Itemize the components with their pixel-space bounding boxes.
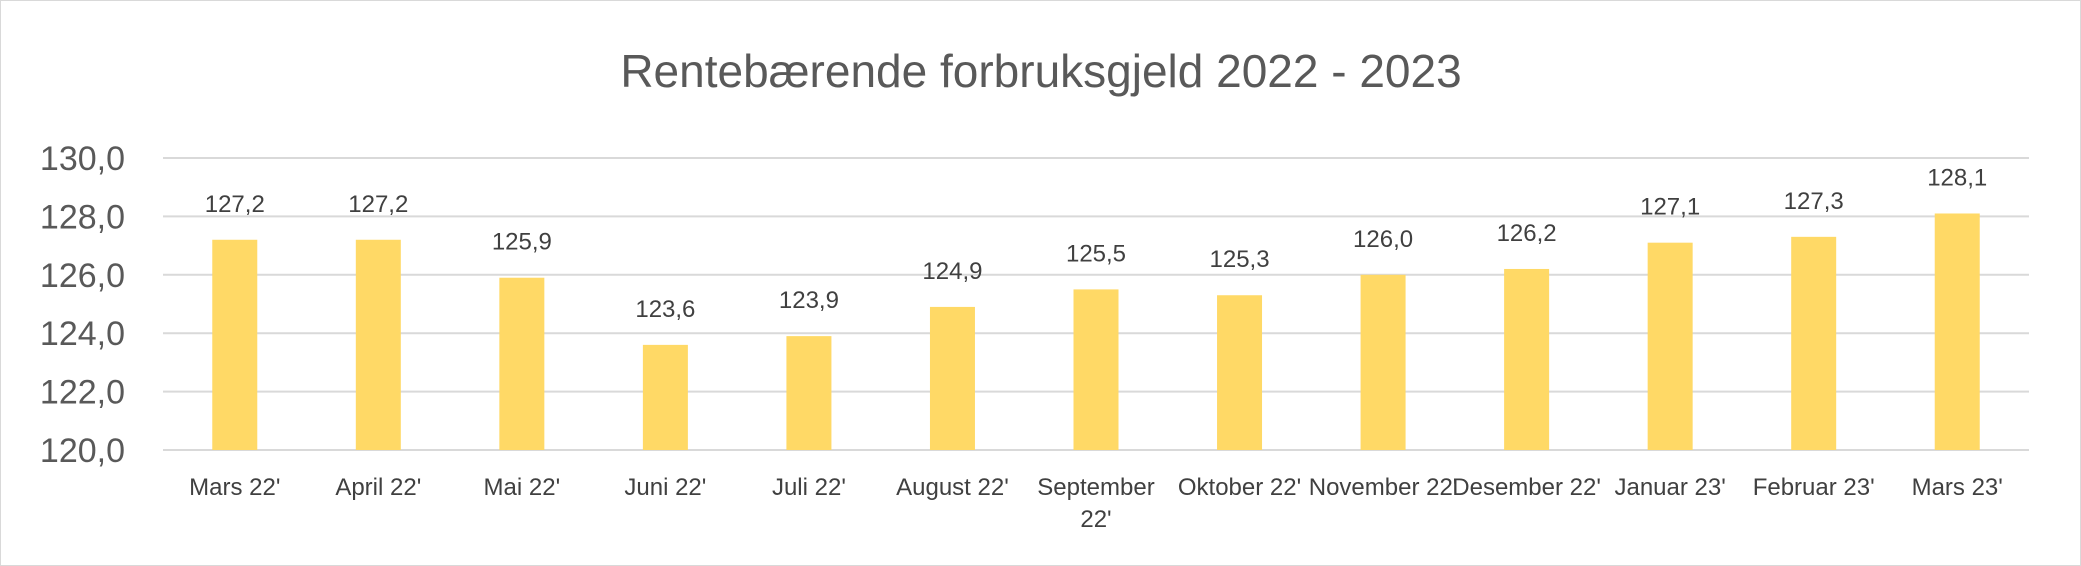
data-label: 123,9 bbox=[779, 287, 839, 314]
x-tick-label: Januar 23' bbox=[1614, 474, 1725, 501]
data-label: 125,5 bbox=[1066, 240, 1126, 267]
x-tick-label: Juli 22' bbox=[772, 474, 846, 501]
y-tick-label: 124,0 bbox=[40, 315, 125, 353]
bar bbox=[1647, 242, 1693, 450]
bar bbox=[1504, 268, 1550, 450]
data-label: 123,6 bbox=[635, 296, 695, 323]
data-label: 127,1 bbox=[1640, 194, 1700, 221]
chart-title: Rentebærende forbruksgjeld 2022 - 2023 bbox=[620, 45, 1461, 97]
data-label: 124,9 bbox=[922, 258, 982, 285]
x-tick-label: August 22' bbox=[896, 474, 1009, 501]
bar bbox=[786, 336, 832, 450]
y-tick-label: 120,0 bbox=[40, 432, 125, 470]
data-labels: 127,2 127,2 125,9 123,6 123,9 124,9 125,5 125,3… bbox=[205, 164, 1988, 322]
x-tick-label: Februar 23' bbox=[1753, 474, 1875, 501]
bar bbox=[929, 306, 975, 450]
y-axis-tick-labels: 120,0 122,0 124,0 126,0 128,0 130,0 bbox=[40, 140, 125, 470]
bar bbox=[1073, 289, 1119, 450]
data-label: 127,3 bbox=[1784, 188, 1844, 215]
bar bbox=[355, 239, 401, 450]
bar bbox=[642, 344, 688, 450]
data-label: 127,2 bbox=[348, 191, 408, 218]
x-tick-label: Mai 22' bbox=[484, 474, 561, 501]
data-label: 126,2 bbox=[1497, 220, 1557, 247]
y-tick-label: 128,0 bbox=[40, 198, 125, 236]
y-tick-label: 126,0 bbox=[40, 257, 125, 295]
x-tick-label: September 22' bbox=[1037, 474, 1154, 533]
x-tick-label: Mars 23' bbox=[1912, 474, 2003, 501]
bar bbox=[1934, 213, 1980, 450]
x-tick-label: Mars 22' bbox=[189, 474, 280, 501]
bar bbox=[212, 239, 258, 450]
bars bbox=[212, 213, 1980, 450]
x-tick-label: April 22' bbox=[335, 474, 421, 501]
bar bbox=[1360, 274, 1406, 450]
y-tick-label: 122,0 bbox=[40, 374, 125, 412]
bar bbox=[1217, 295, 1263, 450]
data-label: 126,0 bbox=[1353, 226, 1413, 253]
x-tick-label: Juni 22' bbox=[624, 474, 706, 501]
bar bbox=[1791, 236, 1837, 450]
data-label: 125,9 bbox=[492, 229, 552, 256]
x-tick-label: Desember 22' bbox=[1452, 474, 1601, 501]
y-tick-label: 130,0 bbox=[40, 140, 125, 178]
x-tick-label: November 22' bbox=[1309, 474, 1458, 501]
data-label: 128,1 bbox=[1927, 164, 1987, 191]
bar bbox=[499, 277, 545, 450]
x-axis-tick-labels: Mars 22' April 22' Mai 22' Juni 22' Juli 22'… bbox=[189, 474, 2003, 533]
x-tick-label: Oktober 22' bbox=[1178, 474, 1301, 501]
data-label: 127,2 bbox=[205, 191, 265, 218]
data-label: 125,3 bbox=[1210, 246, 1270, 273]
